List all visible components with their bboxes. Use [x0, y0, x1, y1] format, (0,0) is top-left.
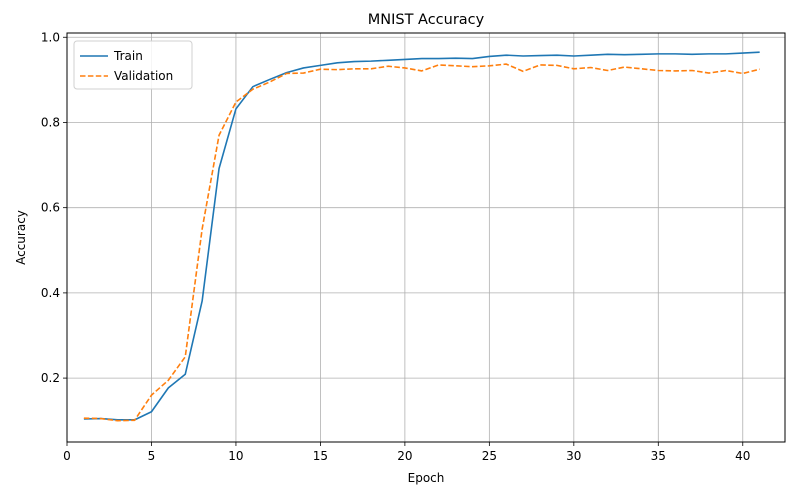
- x-axis-label: Epoch: [408, 471, 445, 485]
- series-line-validation: [83, 63, 760, 422]
- y-tick-label: 1.0: [41, 30, 60, 44]
- legend-label-validation: Validation: [114, 69, 173, 83]
- x-tick-label: 5: [148, 449, 156, 463]
- x-tick-label: 10: [228, 449, 243, 463]
- x-axis-ticks: 0 5 10 15 20 25 30 35 40: [63, 442, 750, 463]
- y-tick-label: 0.6: [41, 201, 60, 215]
- y-axis-label: Accuracy: [14, 210, 28, 265]
- legend: Train Validation: [73, 40, 193, 90]
- x-tick-label: 25: [482, 449, 497, 463]
- plot-area-frame: [66, 32, 786, 443]
- x-tick-label: 20: [397, 449, 412, 463]
- series-line-train: [83, 51, 760, 421]
- x-tick-label: 15: [313, 449, 328, 463]
- x-tick-label: 30: [566, 449, 581, 463]
- grid-lines: [66, 33, 785, 442]
- legend-label-train: Train: [113, 49, 143, 63]
- legend-box: [73, 40, 193, 90]
- chart-title: MNIST Accuracy: [368, 12, 485, 28]
- y-tick-label: 0.2: [41, 371, 60, 385]
- y-tick-label: 0.8: [41, 115, 60, 129]
- series-lines: [83, 51, 760, 422]
- y-tick-label: 0.4: [41, 286, 60, 300]
- y-axis-ticks: 0.2 0.4 0.6 0.8 1.0: [41, 30, 67, 385]
- x-tick-label: 40: [735, 449, 750, 463]
- x-tick-label: 35: [651, 449, 666, 463]
- x-tick-label: 0: [63, 449, 71, 463]
